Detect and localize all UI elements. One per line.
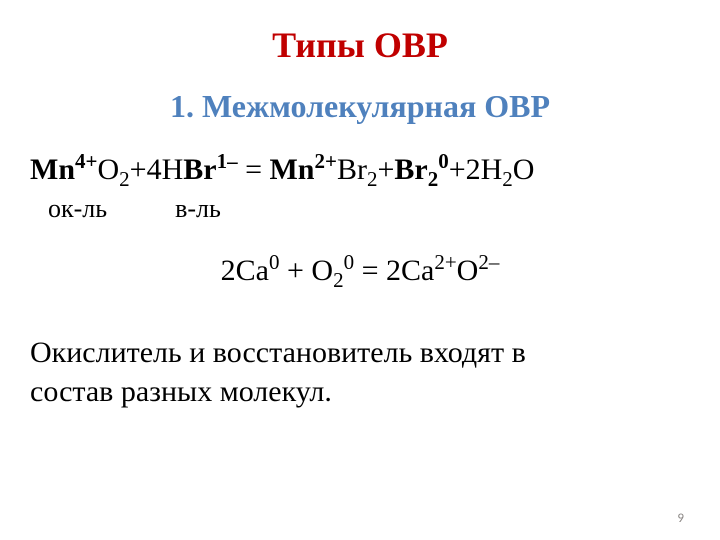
eq1-br1-sup: 1– <box>217 149 238 173</box>
eq1-h1: H <box>162 153 184 186</box>
eq1-coef2: 2 <box>466 153 481 186</box>
eq1-br3: Br <box>394 153 427 186</box>
eq1-mn1: Mn <box>30 153 75 186</box>
eq1-h2-sub: 2 <box>502 167 513 191</box>
eq1-plus2: + <box>377 153 394 186</box>
eq2-ca1-sup: 0 <box>269 250 280 274</box>
eq1-br3-sub: 2 <box>428 167 439 191</box>
slide-title: Типы ОВР <box>30 24 690 66</box>
eq2-ca2-sup: 2+ <box>434 250 456 274</box>
eq2-ca1: Ca <box>236 254 269 287</box>
eq2-equals: = <box>354 254 386 287</box>
eq2-o2: O <box>457 254 479 287</box>
eq1-br2: Br <box>337 153 367 186</box>
eq1-coef1: 4 <box>147 153 162 186</box>
eq1-plus3: + <box>449 153 466 186</box>
eq1-mn1-sup: 4+ <box>75 149 97 173</box>
eq1-mn2-sup: 2+ <box>314 149 336 173</box>
eq1-equals: = <box>238 153 270 186</box>
description-line-1: Окислитель и восстановитель входят в <box>30 333 690 372</box>
label-oxidizer: ок-ль <box>48 194 107 224</box>
eq2-o1-sup: 0 <box>344 250 355 274</box>
eq1-br1: Br <box>183 153 216 186</box>
eq1-br3-sup: 0 <box>438 149 449 173</box>
eq1-o2: O <box>513 153 535 186</box>
eq1-br2-sub: 2 <box>367 167 378 191</box>
section-heading: 1. Межмолекулярная ОВР <box>30 88 690 125</box>
slide: Типы ОВР 1. Межмолекулярная ОВР Mn4+O2+4… <box>0 0 720 540</box>
eq2-o1: O <box>311 254 333 287</box>
eq2-o2-sup: 2– <box>478 250 499 274</box>
eq1-o1-sub: 2 <box>119 167 130 191</box>
equation-1: Mn4+O2+4HBr1– = Mn2+Br2+Br20+2H2O <box>30 149 690 192</box>
eq1-mn2: Mn <box>269 153 314 186</box>
description: Окислитель и восстановитель входят в сос… <box>30 333 690 411</box>
eq2-coef1: 2 <box>221 254 236 287</box>
equation-1-labels: ок-ль в-ль <box>30 194 690 224</box>
page-number: 9 <box>677 511 684 526</box>
eq2-plus1: + <box>279 254 311 287</box>
eq2-ca2: Ca <box>401 254 434 287</box>
description-line-2: состав разных молекул. <box>30 372 690 411</box>
eq1-o1: O <box>97 153 119 186</box>
eq1-plus1: + <box>130 153 147 186</box>
label-reducer: в-ль <box>175 194 221 224</box>
eq2-coef2: 2 <box>386 254 401 287</box>
eq2-o1-sub: 2 <box>333 268 344 292</box>
equation-2: 2Ca0 + O20 = 2Ca2+O2– <box>30 250 690 293</box>
eq1-h2: H <box>481 153 503 186</box>
